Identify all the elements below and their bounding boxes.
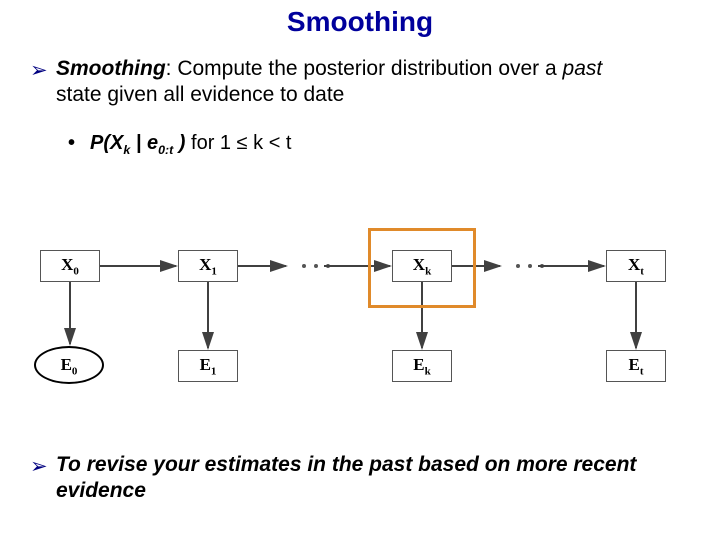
lead-bold: Smoothing	[56, 57, 166, 80]
f-p: P(X	[90, 132, 123, 154]
past-italic: past	[563, 57, 603, 80]
node-Ek: Ek	[392, 350, 452, 382]
bullet-marker-2: ➢	[30, 454, 48, 480]
rest-text: : Compute the posterior distribution ove…	[166, 57, 563, 80]
f-tail: for 1 ≤ k < t	[185, 132, 291, 154]
title-text: Smoothing	[287, 6, 433, 37]
node-Et: Et	[606, 350, 666, 382]
bullet-marker: ➢	[30, 58, 48, 84]
f-0t: 0:t	[158, 143, 173, 157]
node-X1: X1	[178, 250, 238, 282]
bullet-revise: ➢ To revise your estimates in the past b…	[0, 452, 720, 505]
line2: state given all evidence to date	[56, 83, 344, 106]
hmm-diagram: X0X1XkXtE1EkEtE0	[0, 210, 720, 430]
f-close: )	[173, 132, 185, 154]
slide: Smoothing ➢ Smoothing: Compute the poste…	[0, 0, 720, 540]
point2-text: To revise your estimates in the past bas…	[56, 453, 636, 502]
node-X0: X0	[40, 250, 100, 282]
node-E0: E0	[34, 346, 104, 384]
formula-text: P(Xk | e0:t ) for 1 ≤ k < t	[90, 132, 291, 154]
bullet2-marker: •	[68, 129, 75, 157]
bullet-smoothing-def: ➢ Smoothing: Compute the posterior distr…	[0, 56, 720, 109]
bullet-formula: • P(Xk | e0:t ) for 1 ≤ k < t	[0, 129, 720, 159]
slide-title: Smoothing	[0, 0, 720, 38]
f-mid: | e	[130, 132, 158, 154]
node-E1: E1	[178, 350, 238, 382]
highlight-xk	[368, 228, 476, 308]
bullet-text: Smoothing: Compute the posterior distrib…	[56, 57, 602, 106]
node-Xt: Xt	[606, 250, 666, 282]
